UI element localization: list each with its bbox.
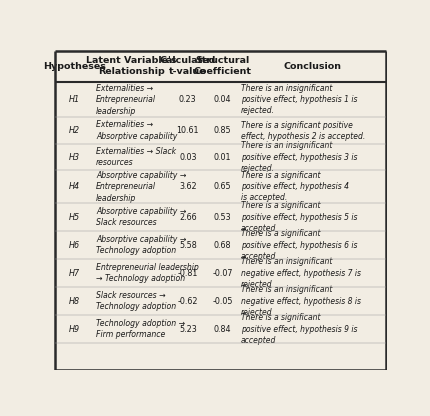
Text: Calculated
t-value: Calculated t-value	[160, 56, 216, 76]
Text: H6: H6	[69, 240, 80, 250]
Text: 0.68: 0.68	[214, 240, 231, 250]
Text: Hypotheses: Hypotheses	[43, 62, 106, 71]
Text: 0.23: 0.23	[179, 95, 197, 104]
Text: 5.58: 5.58	[179, 240, 197, 250]
Text: 0.65: 0.65	[214, 182, 231, 191]
Text: Externalities →
Entrepreneurial
leadership: Externalities → Entrepreneurial leadersh…	[96, 84, 156, 116]
Text: 0.85: 0.85	[214, 126, 231, 135]
Text: Conclusion: Conclusion	[284, 62, 342, 71]
Text: -0.07: -0.07	[212, 269, 233, 277]
Text: H4: H4	[69, 182, 80, 191]
Text: -0.05: -0.05	[212, 297, 233, 306]
Text: Absorptive capability →
Slack resources: Absorptive capability → Slack resources	[96, 207, 187, 227]
Text: There is a significant
positive effect, hypothesis 6 is
accepted: There is a significant positive effect, …	[241, 229, 358, 261]
Text: There is a significant
positive effect, hypothesis 5 is
accepted: There is a significant positive effect, …	[241, 201, 358, 233]
Text: There is an insignificant
positive effect, hypothesis 3 is
rejected.: There is an insignificant positive effec…	[241, 141, 358, 173]
Text: Structural
Coefficient: Structural Coefficient	[194, 56, 252, 76]
Text: -0.81: -0.81	[178, 269, 198, 277]
Text: Entrepreneurial leadership
→ Technology adoption: Entrepreneurial leadership → Technology …	[96, 263, 199, 283]
Text: Technology adoption →
Firm performance: Technology adoption → Firm performance	[96, 319, 185, 339]
Text: Latent Variable's
Relationship: Latent Variable's Relationship	[86, 56, 177, 76]
Text: H1: H1	[69, 95, 80, 104]
Text: There is a significant positive
effect, hypothesis 2 is accepted.: There is a significant positive effect, …	[241, 121, 366, 141]
Text: 10.61: 10.61	[177, 126, 199, 135]
Text: 0.01: 0.01	[214, 153, 231, 162]
Text: -0.62: -0.62	[178, 297, 198, 306]
Text: Slack resources →
Technology adoption: Slack resources → Technology adoption	[96, 291, 176, 311]
Text: There is a significant
positive effect, hypothesis 9 is
accepted: There is a significant positive effect, …	[241, 313, 358, 345]
Text: 0.84: 0.84	[214, 324, 231, 334]
Text: There is an insignificant
negative effect, hypothesis 8 is
rejected: There is an insignificant negative effec…	[241, 285, 361, 317]
Text: Absorptive capability →
Technology adoption: Absorptive capability → Technology adopt…	[96, 235, 187, 255]
Text: 0.53: 0.53	[214, 213, 231, 222]
Text: H3: H3	[69, 153, 80, 162]
Text: 0.03: 0.03	[179, 153, 197, 162]
Text: H2: H2	[69, 126, 80, 135]
Text: H9: H9	[69, 324, 80, 334]
Text: 2.66: 2.66	[179, 213, 197, 222]
Text: 5.23: 5.23	[179, 324, 197, 334]
Text: 0.04: 0.04	[214, 95, 231, 104]
Text: Externalities →
Absorptive capability: Externalities → Absorptive capability	[96, 121, 178, 141]
Text: There is an insignificant
negative effect, hypothesis 7 is
rejected: There is an insignificant negative effec…	[241, 258, 361, 289]
Text: H5: H5	[69, 213, 80, 222]
Text: H8: H8	[69, 297, 80, 306]
Text: 3.62: 3.62	[179, 182, 197, 191]
Text: There is a significant
positive effect, hypothesis 4
is accepted.: There is a significant positive effect, …	[241, 171, 349, 203]
Text: There is an insignificant
positive effect, hypothesis 1 is
rejected.: There is an insignificant positive effec…	[241, 84, 358, 115]
Text: Externalities → Slack
resources: Externalities → Slack resources	[96, 147, 176, 167]
Text: Absorptive capability →
Entrepreneurial
leadership: Absorptive capability → Entrepreneurial …	[96, 171, 187, 203]
Text: H7: H7	[69, 269, 80, 277]
